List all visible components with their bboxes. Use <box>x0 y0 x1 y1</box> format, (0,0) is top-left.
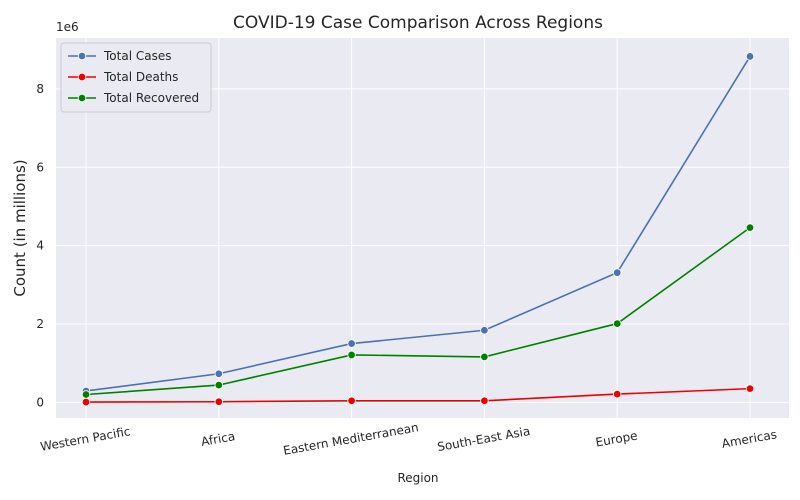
x-tick-label: Africa <box>200 429 236 449</box>
legend-label-2: Total Recovered <box>103 91 199 105</box>
x-tick-label: Western Pacific <box>39 424 131 454</box>
data-point <box>81 397 91 407</box>
x-tick-label: Europe <box>595 429 639 450</box>
data-point <box>613 268 622 277</box>
y-tick-label: 2 <box>36 317 44 331</box>
series-layer <box>81 52 755 407</box>
y-tick-label: 4 <box>36 239 44 253</box>
series-line-1 <box>85 387 751 403</box>
data-point <box>347 396 356 405</box>
y-offset-label: 1e6 <box>56 20 79 34</box>
legend: Total Cases Total Deaths Total Recovered <box>60 42 212 113</box>
data-point <box>745 223 755 232</box>
x-tick-label: Eastern Mediterranean <box>282 420 420 458</box>
chart-title: COVID-19 Case Comparison Across Regions <box>233 13 603 33</box>
data-point <box>613 389 622 399</box>
legend-box <box>60 42 212 113</box>
data-point <box>214 397 223 406</box>
series-line-0 <box>85 55 751 392</box>
series-line-2 <box>85 226 751 396</box>
legend-marker-0 <box>77 51 87 61</box>
data-point <box>745 384 755 393</box>
legend-marker-1 <box>77 72 87 82</box>
data-point <box>347 339 356 348</box>
x-tick-label: South-East Asia <box>436 424 531 454</box>
y-tick-label: 8 <box>36 82 44 96</box>
data-point <box>480 326 489 335</box>
x-tick-label: Americas <box>721 427 778 450</box>
data-point <box>214 380 223 390</box>
data-point <box>480 352 489 362</box>
data-point <box>480 396 489 405</box>
data-point <box>745 52 755 61</box>
y-axis-label: Count (in millions) <box>11 159 29 296</box>
data-point <box>347 350 356 360</box>
y-tick-label: 0 <box>36 395 44 409</box>
x-axis-label: Region <box>397 471 438 485</box>
y-tick-label: 6 <box>36 160 44 174</box>
legend-label-1: Total Deaths <box>103 70 178 84</box>
data-point <box>81 390 91 399</box>
legend-label-0: Total Cases <box>103 49 171 63</box>
legend-marker-2 <box>77 93 87 103</box>
data-point <box>214 369 223 378</box>
data-point <box>613 319 622 328</box>
